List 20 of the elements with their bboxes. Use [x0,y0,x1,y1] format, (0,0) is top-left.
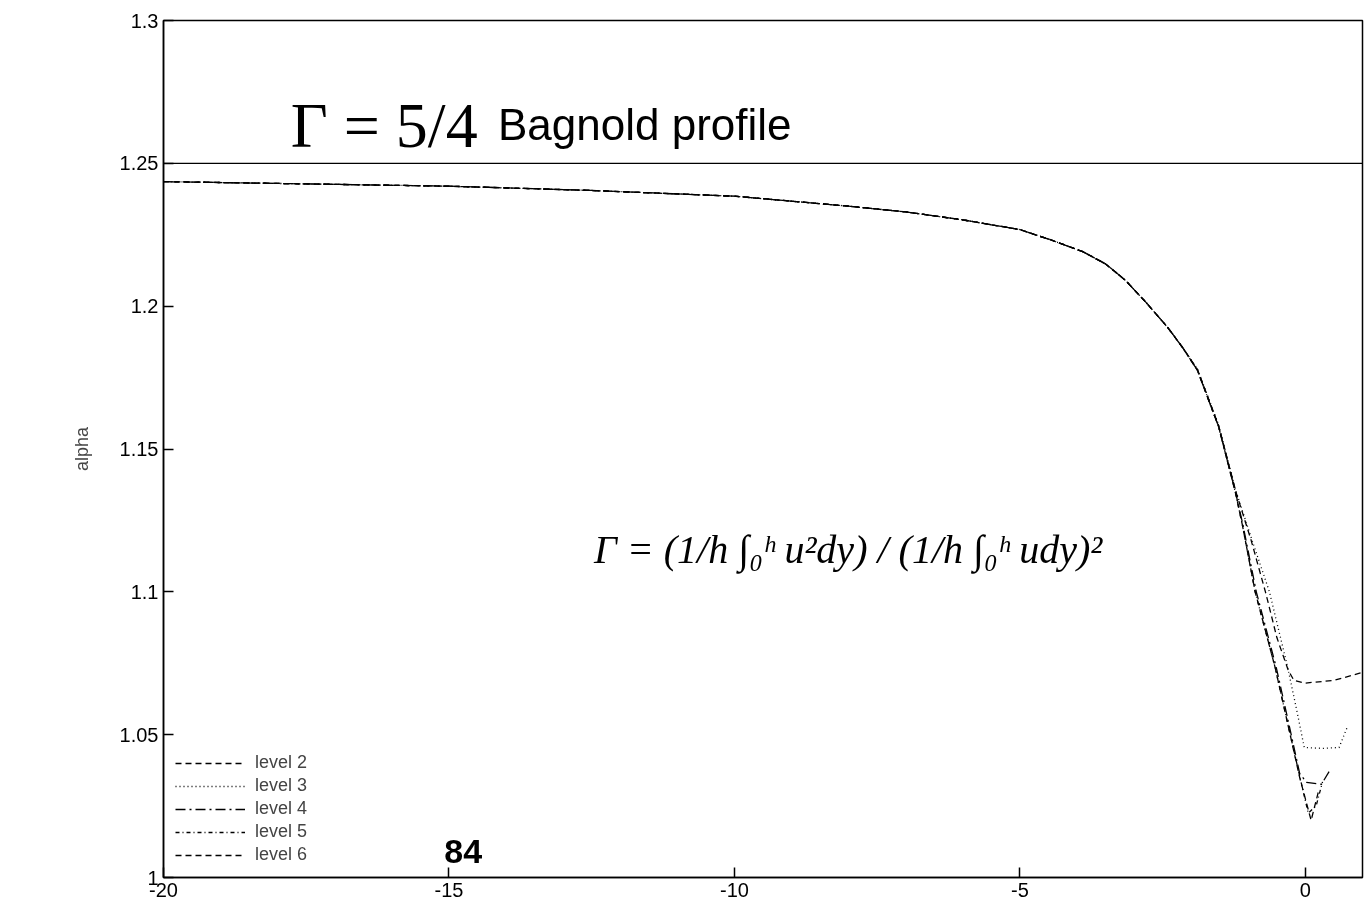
legend-label: level 6 [255,844,308,865]
y-tick-label: 1.1 [130,580,159,603]
x-tick-label: -15 [434,878,464,901]
annotation: 84 [444,832,483,871]
annotation: Γ = (1/h ∫₀ʰ u²dy) / (1/h ∫₀ʰ udy)² [592,526,1104,574]
legend-label: level 4 [255,798,308,819]
y-axis-title: alpha [71,425,92,472]
legend-label: level 5 [255,821,308,842]
legend-label: level 2 [255,752,308,773]
x-tick-label: -5 [1011,878,1029,901]
y-tick-label: 1.3 [130,9,159,32]
x-tick-label: -10 [720,878,749,901]
y-tick-label: 1.25 [119,152,159,175]
ref-line-label: Bagnold profile [498,100,792,150]
annotation: Γ = 5/4 [290,89,478,161]
x-tick-label: 0 [1299,878,1311,901]
y-tick-label: 1.2 [130,295,159,318]
legend-label: level 3 [255,775,308,796]
y-tick-label: 1.05 [119,723,159,746]
y-tick-label: 1.15 [119,438,159,460]
